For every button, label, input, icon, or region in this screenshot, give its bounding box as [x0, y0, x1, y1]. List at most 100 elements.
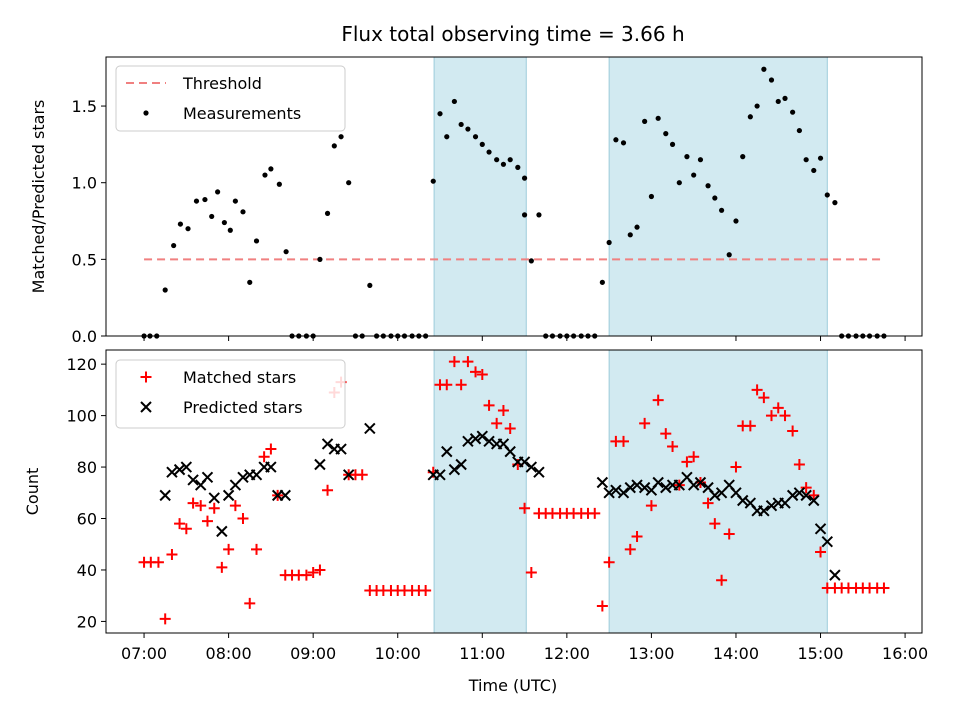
data-point — [479, 141, 485, 147]
data-point — [589, 507, 601, 519]
data-point — [458, 121, 464, 128]
data-point — [803, 157, 809, 163]
data-point — [716, 574, 728, 586]
data-point — [430, 178, 436, 184]
y-tick-label: 1.0 — [72, 174, 97, 193]
ratio-panel: 0.0 0.5 1.0 1.5 Matched/Predicted stars Thres… — [29, 56, 923, 346]
data-point — [470, 366, 482, 378]
data-point — [237, 471, 249, 484]
data-point — [201, 515, 213, 527]
data-point — [536, 212, 542, 218]
data-point — [709, 489, 721, 502]
data-point — [244, 597, 256, 609]
data-point — [515, 164, 521, 170]
data-point — [681, 456, 693, 468]
data-point — [817, 155, 824, 161]
data-point — [307, 567, 319, 579]
data-point — [718, 207, 725, 213]
data-point — [504, 422, 516, 434]
data-point — [441, 445, 453, 458]
data-point — [800, 482, 812, 494]
x-axis-label: Time (UTC) — [468, 676, 557, 695]
data-point — [775, 98, 781, 105]
data-point — [709, 518, 721, 530]
x-tick-label: 13:00 — [628, 644, 674, 663]
data-point — [321, 438, 334, 450]
data-point — [620, 140, 627, 146]
data-point — [790, 109, 796, 115]
data-point — [187, 474, 199, 486]
data-point — [469, 433, 482, 445]
data-point — [201, 471, 214, 484]
data-point — [434, 469, 446, 481]
axes-frame — [105, 349, 923, 634]
data-point — [283, 249, 289, 255]
data-point — [687, 479, 700, 491]
data-point — [697, 157, 704, 163]
data-point — [227, 227, 233, 233]
y-tick-label: 20 — [77, 612, 97, 631]
axes-frame — [105, 56, 923, 337]
data-point — [448, 356, 460, 368]
data-point — [177, 221, 184, 227]
data-point — [832, 200, 838, 206]
data-point — [786, 489, 799, 502]
y-axis-label: Count — [23, 468, 42, 516]
data-point — [521, 212, 528, 218]
data-point — [346, 180, 352, 186]
data-point — [815, 546, 827, 558]
legend-box — [115, 359, 346, 429]
data-point — [486, 149, 492, 155]
data-point — [754, 103, 760, 109]
data-point — [808, 494, 820, 507]
data-point — [262, 172, 268, 178]
data-point — [222, 489, 235, 502]
data-point — [451, 98, 457, 105]
legend-swatch — [140, 371, 152, 383]
data-point — [751, 384, 763, 396]
data-point — [811, 167, 817, 174]
data-point — [631, 531, 643, 543]
y-tick-label: 120 — [66, 355, 97, 374]
data-point — [618, 435, 630, 447]
data-point — [596, 476, 609, 489]
data-point — [331, 143, 337, 149]
x-tick-label: 11:00 — [459, 644, 505, 663]
data-point — [240, 209, 246, 215]
y-tick-label: 0.5 — [72, 250, 97, 269]
data-point — [171, 242, 177, 249]
data-point — [338, 134, 344, 140]
data-point — [796, 127, 802, 134]
data-point — [765, 499, 778, 512]
data-point — [740, 154, 746, 160]
data-point — [824, 192, 830, 198]
data-point — [634, 224, 640, 230]
y-tick-label: 40 — [77, 561, 97, 580]
data-point — [667, 440, 679, 452]
data-point — [596, 600, 608, 612]
data-point — [237, 513, 249, 525]
data-point — [617, 487, 630, 499]
y-tick-label: 60 — [77, 510, 97, 529]
data-point — [779, 410, 791, 422]
data-point — [533, 466, 545, 478]
data-point — [782, 95, 788, 101]
data-point — [627, 232, 633, 238]
data-point — [215, 189, 221, 195]
data-point — [180, 523, 192, 535]
legend-swatch — [140, 401, 152, 413]
data-point — [187, 497, 199, 509]
data-point — [761, 66, 767, 72]
data-point — [455, 458, 467, 471]
data-point — [223, 543, 235, 555]
data-point — [878, 582, 890, 594]
data-point — [180, 461, 193, 473]
data-point — [314, 564, 326, 576]
data-point — [691, 172, 697, 178]
data-point — [631, 479, 643, 491]
data-point — [705, 183, 711, 189]
data-point — [437, 111, 443, 117]
data-point — [702, 497, 714, 509]
y-tick-label: 80 — [77, 458, 97, 477]
shaded-interval — [434, 350, 527, 633]
